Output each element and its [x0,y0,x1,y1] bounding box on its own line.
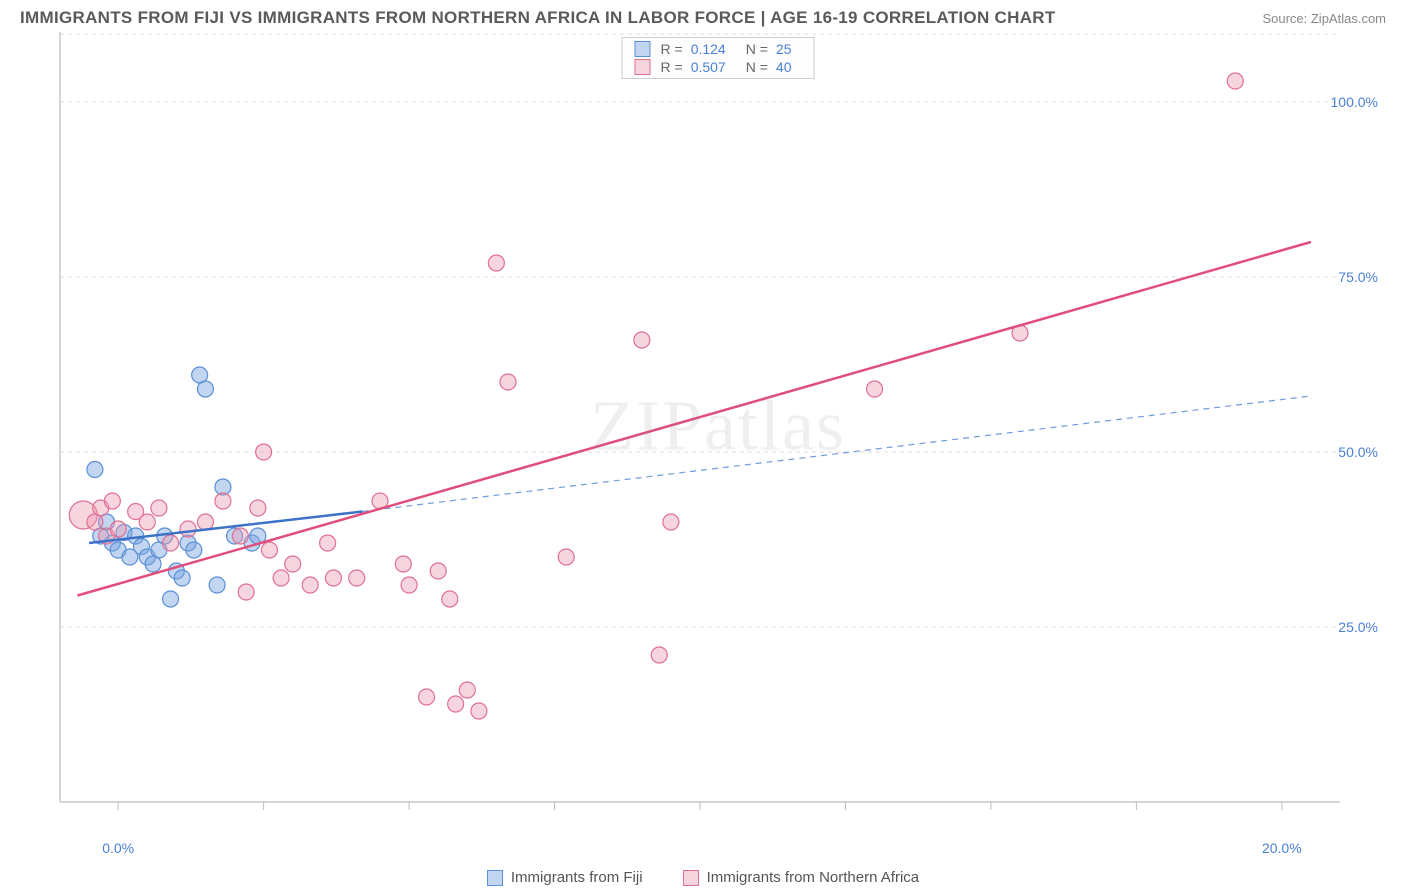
data-point [163,535,179,551]
chart-header: IMMIGRANTS FROM FIJI VS IMMIGRANTS FROM … [0,0,1406,32]
x-tick-label: 0.0% [102,840,134,856]
data-point [395,556,411,572]
data-point [139,514,155,530]
data-point [215,493,231,509]
r-value: 0.507 [691,59,726,75]
legend-series-label: Immigrants from Fiji [511,869,643,886]
data-point [1227,73,1243,89]
legend-series-item: Immigrants from Northern Africa [683,869,920,886]
y-tick-labels: 25.0% 50.0% 75.0% 100.0% [1316,32,1386,802]
y-tick-label: 75.0% [1338,269,1378,285]
correlation-legend: R = 0.124 N = 25 R = 0.507 N = 40 [622,37,815,79]
data-point [430,563,446,579]
data-point [151,500,167,516]
data-point [663,514,679,530]
data-point [197,381,213,397]
series-legend: Immigrants from Fiji Immigrants from Nort… [0,869,1406,886]
data-point [634,332,650,348]
data-point [209,577,225,593]
legend-swatch-icon [487,870,503,886]
data-point [285,556,301,572]
data-point [401,577,417,593]
r-label: R = [661,59,683,75]
r-label: R = [661,41,683,57]
n-label: N = [746,59,768,75]
data-point [500,374,516,390]
legend-correlation-row: R = 0.507 N = 40 [623,58,814,76]
legend-swatch-icon [683,870,699,886]
legend-correlation-row: R = 0.124 N = 25 [623,40,814,58]
x-tick-label: 20.0% [1262,840,1302,856]
data-point [180,521,196,537]
chart-title: IMMIGRANTS FROM FIJI VS IMMIGRANTS FROM … [20,8,1056,28]
data-point [419,689,435,705]
data-point [87,462,103,478]
data-point [558,549,574,565]
source-label: Source: ZipAtlas.com [1262,11,1386,26]
data-point [273,570,289,586]
r-value: 0.124 [691,41,726,57]
data-point [261,542,277,558]
data-point [349,570,365,586]
data-point [232,528,248,544]
n-value: 40 [776,59,792,75]
x-tick-labels: 0.0%20.0% [50,822,1386,852]
scatter-chart [50,32,1386,852]
legend-swatch-icon [635,41,651,57]
legend-swatch-icon [635,59,651,75]
data-point [442,591,458,607]
data-point [651,647,667,663]
data-point [163,591,179,607]
data-point [174,570,190,586]
data-point [302,577,318,593]
data-point [197,514,213,530]
data-point [448,696,464,712]
data-point [867,381,883,397]
legend-series-item: Immigrants from Fiji [487,869,643,886]
data-point [256,444,272,460]
data-point [488,255,504,271]
y-tick-label: 25.0% [1338,619,1378,635]
n-value: 25 [776,41,792,57]
data-point [471,703,487,719]
data-point [320,535,336,551]
data-point [186,542,202,558]
data-point [110,521,126,537]
data-point [238,584,254,600]
y-tick-label: 100.0% [1331,94,1378,110]
legend-series-label: Immigrants from Northern Africa [707,869,920,886]
data-point [104,493,120,509]
data-point [250,500,266,516]
y-tick-label: 50.0% [1338,444,1378,460]
n-label: N = [746,41,768,57]
chart-container: In Labor Force | Age 16-19 ZIPatlas R =0… [50,32,1386,852]
data-point [325,570,341,586]
data-point [459,682,475,698]
